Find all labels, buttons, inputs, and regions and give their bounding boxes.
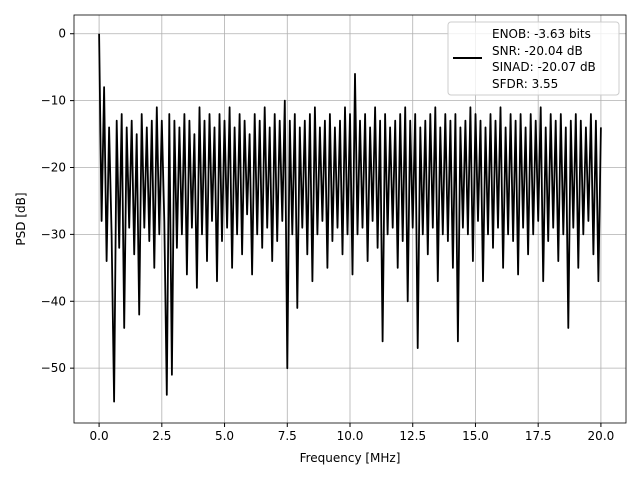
y-tick-label: −10 bbox=[41, 94, 66, 108]
x-tick-label: 5.0 bbox=[215, 429, 234, 443]
y-tick-label: 0 bbox=[58, 27, 66, 41]
x-tick-label: 17.5 bbox=[525, 429, 552, 443]
legend-box bbox=[447, 21, 620, 96]
x-tick-label: 0.0 bbox=[90, 429, 109, 443]
legend-enob: ENOB: -3.63 bits bbox=[492, 27, 591, 41]
x-tick-label: 15.0 bbox=[462, 429, 489, 443]
y-tick-label: −30 bbox=[41, 227, 66, 241]
legend-snr: SNR: -20.04 dB bbox=[492, 44, 583, 58]
legend-sinad: SINAD: -20.07 dB bbox=[492, 60, 596, 74]
x-tick-label: 7.5 bbox=[278, 429, 297, 443]
y-tick-label: −20 bbox=[41, 160, 66, 174]
y-axis-label: PSD [dB] bbox=[14, 192, 28, 245]
legend-sfdr: SFDR: 3.55 bbox=[492, 77, 558, 91]
x-tick-label: 2.5 bbox=[152, 429, 171, 443]
legend: ENOB: -3.63 bits SNR: -20.04 dB SINAD: -… bbox=[447, 21, 620, 96]
x-tick-label: 20.0 bbox=[588, 429, 615, 443]
y-tick-label: −50 bbox=[41, 361, 66, 375]
x-tick-label: 10.0 bbox=[337, 429, 364, 443]
psd-series-line bbox=[98, 33, 602, 403]
ticks: 0.0 2.5 5.0 7.5 10.0 12.5 15.0 17.5 20.0 0 −10 −20 −… bbox=[41, 27, 615, 443]
x-tick-label: 12.5 bbox=[399, 429, 426, 443]
y-tick-label: −40 bbox=[41, 294, 66, 308]
plot-area bbox=[98, 33, 602, 403]
x-axis-label: Frequency [MHz] bbox=[300, 451, 401, 465]
